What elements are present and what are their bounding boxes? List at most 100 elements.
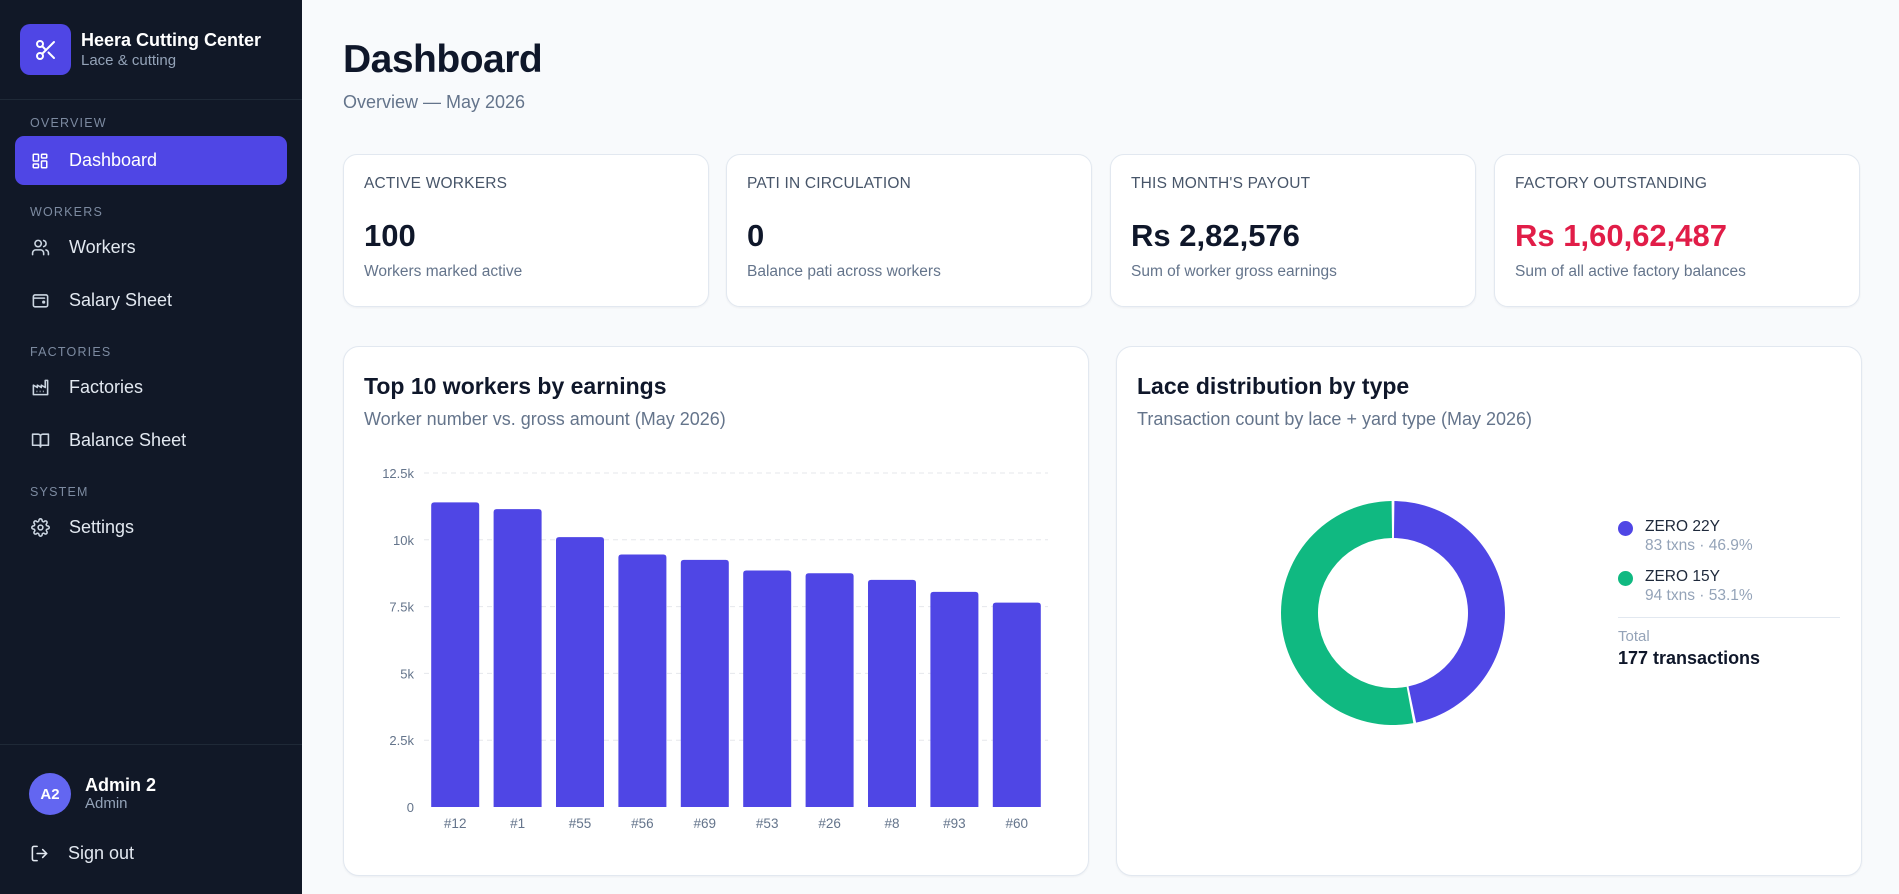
- sidebar-item-label: Factories: [69, 377, 144, 397]
- bar[interactable]: [556, 537, 604, 807]
- x-tick-label: #93: [943, 816, 966, 831]
- gear-icon: [30, 518, 50, 538]
- x-tick-label: #26: [818, 816, 841, 831]
- sidebar-item-factories[interactable]: Factories: [15, 363, 287, 412]
- bar[interactable]: [992, 602, 1041, 807]
- chart-legend: ZERO 22Y 83 txns · 46.9% ZERO 15Y 94 txn…: [1618, 517, 1840, 669]
- brand-subtitle: Lace & cutting: [81, 52, 177, 69]
- legend-total: Total 177 transactions: [1618, 617, 1840, 669]
- sidebar-item-salary-sheet[interactable]: Salary Sheet: [15, 276, 287, 325]
- sidebar-item-workers[interactable]: Workers: [15, 223, 287, 272]
- bar[interactable]: [431, 502, 480, 807]
- avatar: A2: [29, 773, 71, 815]
- x-tick-label: #12: [444, 816, 467, 831]
- stat-card-pati-in-circulation: Pati in circulation 0 Balance pati acros…: [726, 154, 1092, 307]
- y-tick-label: 10k: [393, 533, 414, 548]
- sidebar-item-settings[interactable]: Settings: [15, 503, 287, 552]
- sidebar: Heera Cutting Center Lace & cutting Over…: [0, 0, 302, 894]
- bar[interactable]: [743, 570, 792, 807]
- sidebar-item-label: Dashboard: [69, 150, 158, 170]
- dashboard-grid-icon: [30, 151, 50, 171]
- stat-card-monthly-payout: This month's payout Rs 2,82,576 Sum of w…: [1110, 154, 1476, 307]
- bar[interactable]: [868, 579, 916, 807]
- y-tick-label: 5k: [400, 666, 414, 681]
- bar[interactable]: [493, 509, 542, 807]
- stat-description: Sum of all active factory balances: [1515, 263, 1746, 280]
- sidebar-item-label: Workers: [69, 237, 136, 257]
- sidebar-item-label: Settings: [69, 517, 135, 537]
- donut-chart-card: Lace distribution by type Transaction co…: [1116, 346, 1862, 876]
- bar-chart: 0 2.5k 5k 7.5k 10k 12.5k #12 #1 #55 #56 #69 #53 #26 #…: [382, 466, 1048, 831]
- stat-value: Rs 1,60,62,487: [1515, 218, 1728, 253]
- legend-meta: 83 txns · 46.9%: [1645, 537, 1753, 554]
- stat-value: 100: [364, 218, 416, 253]
- sidebar-item-dashboard[interactable]: Dashboard: [15, 136, 287, 185]
- bar[interactable]: [930, 591, 979, 807]
- x-tick-label: #60: [1006, 816, 1029, 831]
- x-tick-label: #1: [510, 816, 525, 831]
- bar[interactable]: [805, 573, 854, 807]
- factory-icon: [30, 378, 50, 398]
- legend-item[interactable]: ZERO 22Y 83 txns · 46.9%: [1618, 517, 1840, 555]
- stat-label: Active workers: [364, 175, 508, 192]
- stat-description: Balance pati across workers: [747, 263, 941, 280]
- legend-label: ZERO 22Y: [1645, 518, 1720, 535]
- sign-out-label: Sign out: [68, 843, 135, 863]
- x-tick-label: #69: [694, 816, 717, 831]
- page-subtitle: Overview — May 2026: [343, 92, 526, 112]
- x-tick-label: #55: [569, 816, 592, 831]
- stat-value: Rs 2,82,576: [1131, 218, 1300, 253]
- donut-chart: [1281, 501, 1505, 725]
- donut-slice[interactable]: [1281, 501, 1414, 725]
- legend-swatch: [1618, 521, 1633, 536]
- sidebar-footer: A2 Admin 2 Admin Sign out: [0, 744, 302, 894]
- legend-meta: 94 txns · 53.1%: [1645, 587, 1753, 604]
- nav-section-system: System: [30, 485, 89, 499]
- y-tick-label: 2.5k: [389, 733, 414, 748]
- x-tick-label: #53: [756, 816, 779, 831]
- wallet-icon: [30, 291, 50, 311]
- donut-slice[interactable]: [1393, 501, 1505, 723]
- sidebar-item-label: Balance Sheet: [69, 430, 187, 450]
- stat-card-factory-outstanding: Factory outstanding Rs 1,60,62,487 Sum o…: [1494, 154, 1860, 307]
- bar[interactable]: [680, 559, 729, 807]
- stat-card-active-workers: Active workers 100 Workers marked active: [343, 154, 709, 307]
- total-label: Total: [1618, 628, 1650, 645]
- y-tick-label: 7.5k: [389, 600, 414, 615]
- brand[interactable]: Heera Cutting Center Lace & cutting: [0, 0, 302, 100]
- x-tick-label: #56: [631, 816, 654, 831]
- x-tick-label: #8: [884, 816, 899, 831]
- stat-value: 0: [747, 218, 765, 253]
- legend-swatch: [1618, 571, 1633, 586]
- nav-section-factories: Factories: [30, 345, 112, 359]
- stat-label: Pati in circulation: [747, 175, 911, 192]
- legend-label: ZERO 15Y: [1645, 568, 1720, 585]
- sign-out-button[interactable]: Sign out: [0, 843, 302, 864]
- legend-item[interactable]: ZERO 15Y 94 txns · 53.1%: [1618, 567, 1840, 605]
- user-profile[interactable]: A2 Admin 2 Admin: [0, 773, 302, 815]
- bar[interactable]: [618, 554, 667, 807]
- bar-chart-card: Top 10 workers by earnings Worker number…: [343, 346, 1089, 876]
- stat-description: Workers marked active: [364, 263, 523, 280]
- stat-label: Factory outstanding: [1515, 175, 1708, 192]
- nav-section-workers: Workers: [30, 205, 103, 219]
- main-content: Dashboard Overview — May 2026 Active wor…: [302, 0, 1899, 894]
- stat-description: Sum of worker gross earnings: [1131, 263, 1337, 280]
- y-tick-label: 0: [407, 800, 414, 815]
- card-title: Lace distribution by type: [1137, 373, 1410, 399]
- book-icon: [30, 431, 50, 451]
- sidebar-nav: Overview Dashboard Workers Workers Salar…: [0, 116, 302, 552]
- brand-name: Heera Cutting Center: [81, 30, 262, 50]
- y-tick-label: 12.5k: [382, 466, 414, 481]
- page-title: Dashboard: [343, 38, 543, 81]
- user-name: Admin 2: [85, 775, 157, 795]
- sign-out-icon: [30, 844, 50, 864]
- user-role: Admin: [85, 795, 128, 812]
- card-subtitle: Transaction count by lace + yard type (M…: [1137, 409, 1533, 429]
- total-value: 177 transactions: [1618, 648, 1761, 668]
- card-subtitle: Worker number vs. gross amount (May 2026…: [364, 409, 726, 429]
- scissors-icon: [20, 24, 71, 75]
- sidebar-item-label: Salary Sheet: [69, 290, 173, 310]
- sidebar-item-balance-sheet[interactable]: Balance Sheet: [15, 416, 287, 465]
- card-title: Top 10 workers by earnings: [364, 373, 667, 399]
